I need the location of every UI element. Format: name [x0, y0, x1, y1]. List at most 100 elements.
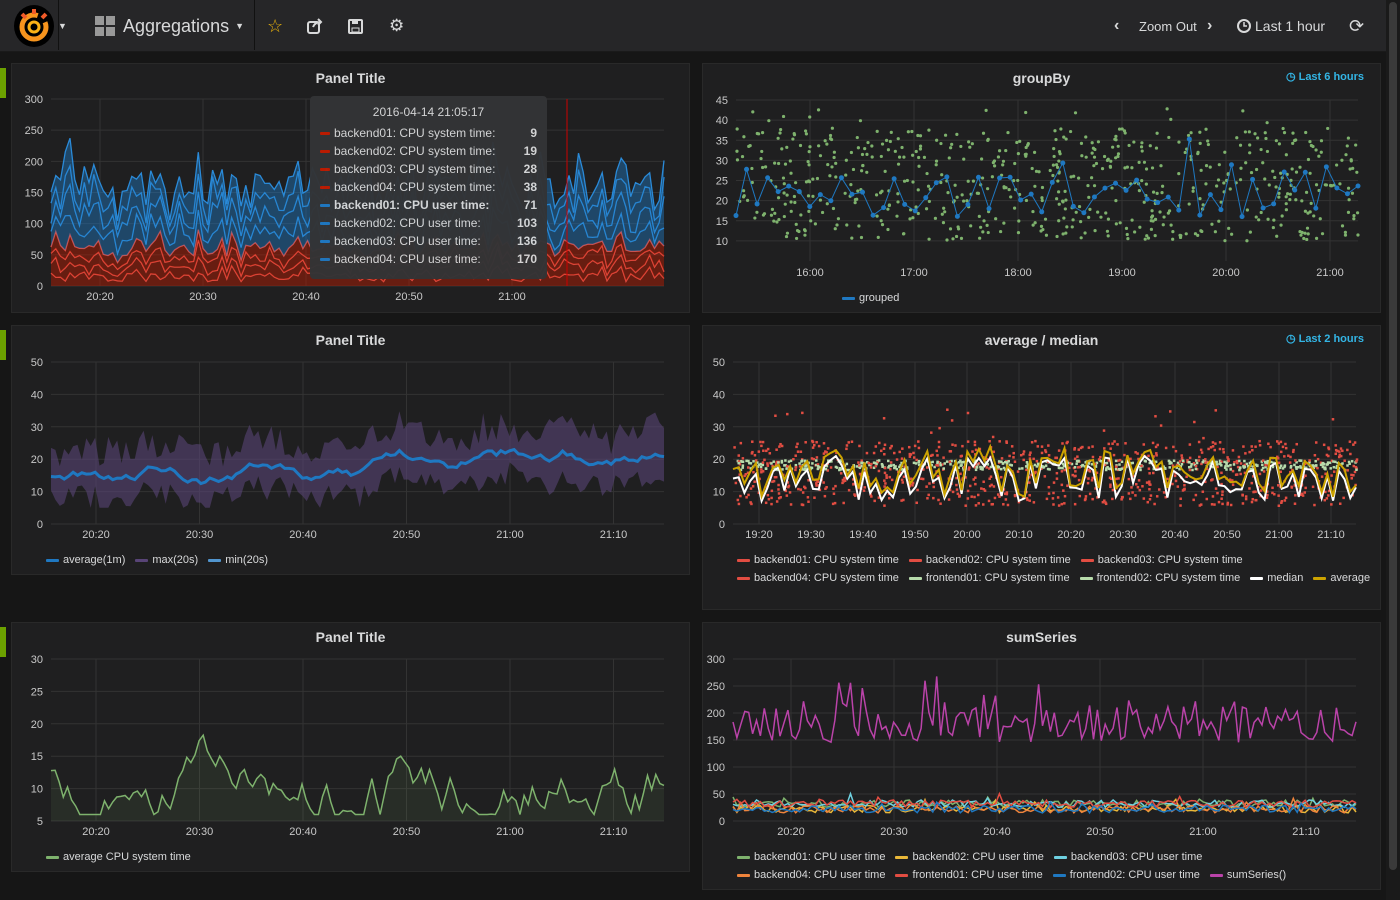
data-point [875, 129, 879, 133]
data-point [1204, 182, 1208, 186]
refresh-icon[interactable]: ⟳ [1349, 15, 1365, 36]
row-marker[interactable] [0, 68, 6, 98]
data-point [1043, 217, 1048, 221]
legend-item[interactable]: frontend01: CPU system time [908, 571, 1070, 585]
data-point [1113, 440, 1116, 443]
data-point [1314, 183, 1319, 187]
legend-item[interactable]: backend02: CPU system time [908, 553, 1071, 567]
data-point [1091, 497, 1094, 501]
zoom-out-button[interactable]: Zoom Out [1139, 18, 1197, 34]
data-point [1149, 219, 1153, 223]
data-point [1017, 500, 1021, 504]
chevron-right-icon[interactable]: › [1207, 17, 1213, 34]
legend-item[interactable]: sumSeries() [1209, 868, 1286, 882]
panel-title[interactable]: Panel Title [315, 332, 386, 348]
data-point [1155, 495, 1159, 498]
data-point [1084, 135, 1088, 139]
legend-item[interactable]: frontend02: CPU system time [1079, 571, 1240, 585]
data-point [1147, 454, 1150, 458]
data-point [1204, 127, 1208, 131]
panel-title[interactable]: average / median [984, 332, 1099, 348]
panel-title[interactable]: Panel Title [315, 70, 386, 86]
gear-icon[interactable]: ⚙ [389, 16, 405, 35]
legend-item[interactable]: median [1250, 571, 1303, 585]
data-point [759, 440, 762, 444]
data-point [1044, 233, 1049, 237]
x-tick-label: 19:50 [901, 529, 929, 541]
data-point [1058, 466, 1062, 470]
legend-item[interactable]: average(1m) [46, 553, 125, 567]
legend-item[interactable]: min(20s) [208, 553, 268, 567]
scrollbar[interactable] [1386, 0, 1400, 900]
data-point [1178, 468, 1181, 471]
data-point [1252, 475, 1255, 478]
data-point [831, 206, 836, 211]
y-tick-label: 30 [713, 422, 725, 434]
data-point [1035, 459, 1039, 463]
data-point [934, 159, 939, 163]
row-marker[interactable] [0, 330, 6, 360]
data-point [1061, 200, 1065, 204]
legend-item[interactable]: backend02: CPU user time [895, 850, 1044, 864]
dashboard-picker[interactable]: Aggregations ▼ [95, 0, 244, 52]
legend-item[interactable]: backend03: CPU user time [1053, 850, 1202, 864]
data-point [779, 442, 782, 446]
panel-title[interactable]: groupBy [1012, 70, 1071, 86]
grafana-menu-button[interactable]: ▼ [12, 0, 67, 52]
data-point [784, 459, 787, 462]
data-point [1244, 497, 1248, 501]
legend-item[interactable]: frontend02: CPU user time [1052, 868, 1200, 882]
legend-item[interactable]: backend04: CPU system time [737, 571, 899, 585]
data-point [959, 459, 962, 463]
data-point [908, 217, 912, 221]
data-point [1199, 168, 1203, 172]
panel-title[interactable]: sumSeries [1006, 629, 1077, 645]
data-point [1251, 497, 1255, 501]
data-point [911, 180, 915, 184]
legend: average(1m) max(20s) min(20s) [46, 553, 268, 567]
data-point [1064, 231, 1068, 235]
time-picker-button[interactable]: Last 1 hour [1237, 0, 1325, 52]
legend-item[interactable]: max(20s) [135, 553, 198, 567]
data-point [1264, 463, 1267, 467]
legend-item[interactable]: average [1313, 571, 1370, 585]
legend-item[interactable]: average CPU system time [46, 850, 191, 864]
data-point [973, 465, 977, 469]
legend-item[interactable]: grouped [842, 291, 899, 305]
data-point [1239, 462, 1243, 465]
legend-item[interactable]: backend01: CPU user time [737, 850, 885, 864]
data-point [1065, 225, 1069, 229]
legend-item[interactable]: backend04: CPU user time [737, 868, 885, 882]
chevron-left-icon[interactable]: ‹ [1114, 17, 1120, 34]
panel-title[interactable]: Panel Title [315, 629, 386, 645]
data-point [1063, 468, 1067, 472]
save-icon[interactable] [348, 0, 363, 52]
panel-time-override: ◷ Last 6 hours [1285, 71, 1364, 83]
data-point [1062, 135, 1066, 139]
data-point [1324, 467, 1327, 471]
data-point [774, 414, 777, 417]
share-icon[interactable] [307, 0, 323, 52]
scrollbar-thumb[interactable] [1389, 2, 1397, 870]
legend-swatch [908, 576, 922, 580]
tooltip-series-label: backend01: CPU user time: [334, 198, 490, 212]
data-point [1295, 467, 1298, 470]
legend-item[interactable]: frontend01: CPU user time [895, 868, 1043, 882]
row-marker[interactable] [0, 627, 6, 657]
data-point [963, 460, 966, 464]
data-point [1277, 195, 1281, 199]
data-point [789, 209, 793, 213]
star-icon[interactable]: ☆ [267, 15, 284, 36]
data-point [930, 431, 933, 434]
data-point [1163, 466, 1167, 470]
legend-item[interactable]: backend03: CPU system time [1080, 553, 1243, 567]
legend-item[interactable]: backend01: CPU system time [737, 553, 899, 567]
data-point [1076, 466, 1080, 469]
grouped-point [1218, 207, 1224, 213]
data-point [990, 503, 994, 506]
